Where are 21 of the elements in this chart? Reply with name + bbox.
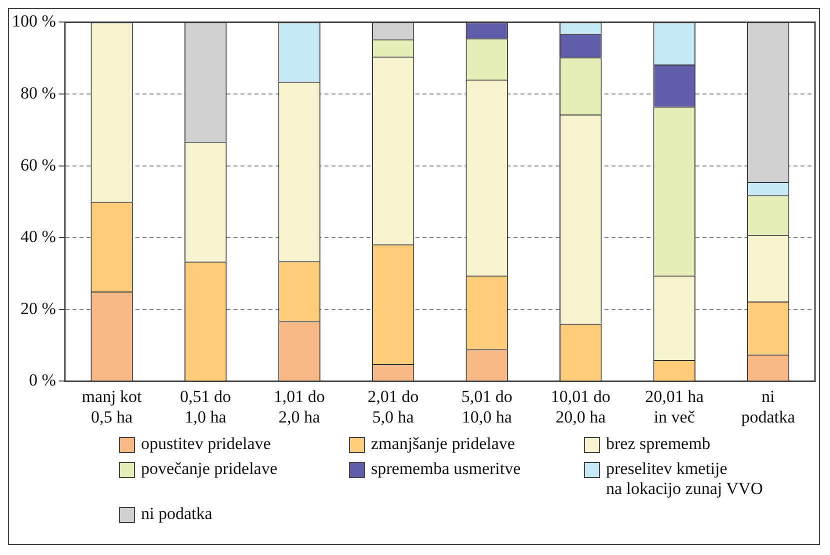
x-tick-label: 5,01 do 10,0 ha	[461, 386, 512, 426]
legend-label: povečanje pridelave	[141, 459, 278, 479]
y-tick-label: 80 %	[20, 83, 56, 102]
y-tick-label: 60 %	[20, 155, 56, 174]
x-tick-label: 2,01 do 5,0 ha	[368, 386, 419, 426]
legend-label: preselitev kmetije na lokacijo zunaj VVO	[606, 459, 763, 499]
x-tick-label: 1,01 do 2,0 ha	[274, 386, 325, 426]
legend-label: ni podatka	[141, 504, 212, 524]
y-tick-label: 0 %	[28, 370, 56, 390]
x-tick-label: ni podatka	[741, 386, 796, 426]
legend-label: brez sprememb	[606, 434, 710, 454]
y-tick-label: 100 %	[12, 12, 56, 31]
legend-label: sprememba usmeritve	[371, 459, 521, 479]
x-tick-label: manj kot 0,5 ha	[82, 386, 142, 426]
x-tick-label: 10,01 do 20,0 ha	[550, 386, 610, 426]
x-tick-label: 20,01 ha in več	[645, 386, 704, 426]
y-tick-label: 20 %	[20, 298, 56, 318]
x-tick-label: 0,51 do 1,0 ha	[180, 386, 232, 426]
legend-label: opustitev pridelave	[141, 434, 271, 454]
legend-label: zmanjšanje pridelave	[371, 434, 515, 454]
y-tick-label: 40 %	[20, 227, 56, 246]
